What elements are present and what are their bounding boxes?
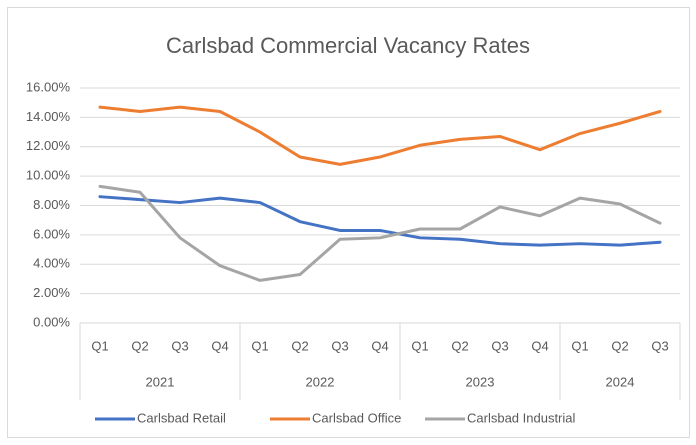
x-tick-label: Q2 (451, 338, 468, 353)
x-tick-label: Q1 (411, 338, 428, 353)
x-tick-label: Q2 (611, 338, 628, 353)
series-line (98, 105, 662, 166)
x-tick-label: Q1 (91, 338, 108, 353)
x-tick-label: Q3 (651, 338, 668, 353)
x-tick-label: Q4 (531, 338, 548, 353)
x-tick-label: Q3 (331, 338, 348, 353)
x-group-label: 2024 (606, 374, 635, 389)
chart-border (7, 7, 690, 438)
series-line (98, 184, 662, 282)
x-group-label: 2023 (466, 374, 495, 389)
y-tick-label: 8.00% (33, 197, 70, 212)
x-tick-label: Q1 (251, 338, 268, 353)
x-group-label: 2021 (146, 374, 175, 389)
legend-label: Carlsbad Industrial (467, 410, 575, 425)
x-group-label: 2022 (306, 374, 335, 389)
y-tick-label: 14.00% (26, 109, 71, 124)
y-tick-label: 12.00% (26, 138, 71, 153)
y-tick-label: 0.00% (33, 314, 70, 329)
x-tick-label: Q4 (211, 338, 228, 353)
x-tick-label: Q2 (131, 338, 148, 353)
chart-title: Carlsbad Commercial Vacancy Rates (166, 33, 530, 58)
y-tick-label: 16.00% (26, 79, 71, 94)
x-tick-label: Q2 (291, 338, 308, 353)
y-tick-label: 10.00% (26, 168, 71, 183)
y-tick-label: 6.00% (33, 226, 70, 241)
x-tick-label: Q3 (491, 338, 508, 353)
x-tick-label: Q4 (371, 338, 388, 353)
legend-label: Carlsbad Office (312, 410, 401, 425)
y-tick-label: 4.00% (33, 256, 70, 271)
series-line (98, 195, 662, 247)
x-tick-label: Q3 (171, 338, 188, 353)
y-tick-label: 2.00% (33, 285, 70, 300)
x-tick-label: Q1 (571, 338, 588, 353)
legend-label: Carlsbad Retail (137, 410, 226, 425)
